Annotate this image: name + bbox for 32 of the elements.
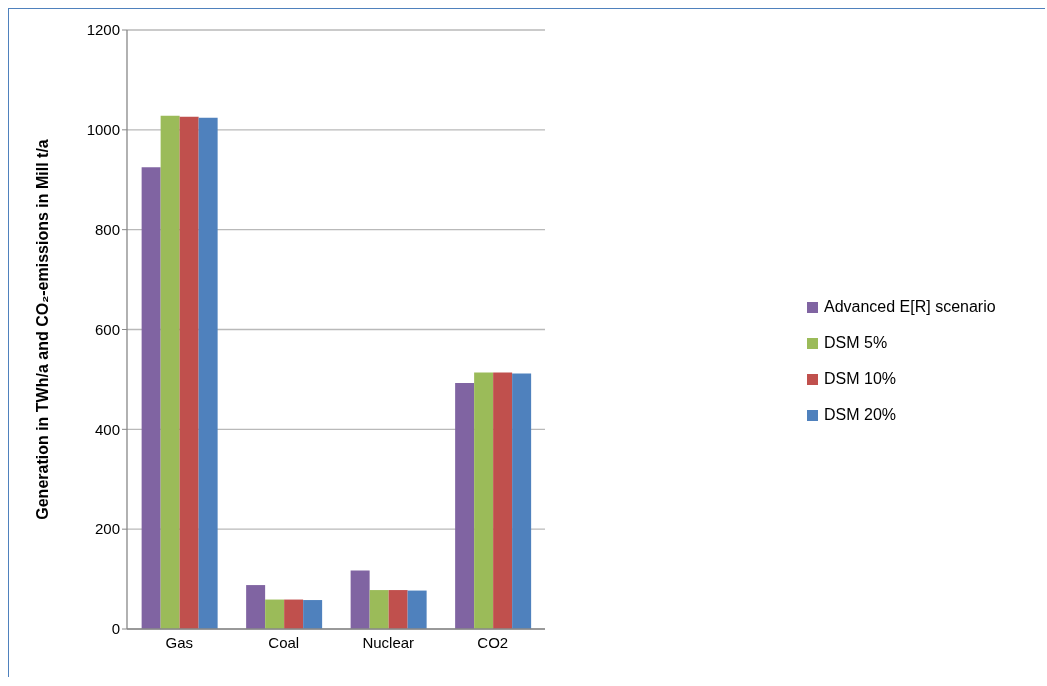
y-axis-title: Generation in TWh/a and CO₂-emissions in Mill t/a (33, 139, 51, 520)
x-tick-label: Nuclear (362, 633, 415, 651)
bar (474, 372, 494, 629)
x-tick-label: Coal (268, 633, 300, 651)
y-tick-label: 1200 (86, 21, 120, 39)
bar (179, 116, 199, 629)
bar (455, 382, 475, 629)
bar (493, 372, 513, 629)
bar (369, 590, 389, 629)
bar (350, 570, 370, 629)
y-tick-label: 600 (94, 320, 120, 338)
legend-label: Advanced E[R] scenario (824, 298, 996, 315)
bar (284, 599, 304, 629)
bar (246, 585, 266, 629)
x-tick-label: CO2 (477, 633, 509, 651)
bar (160, 115, 180, 629)
bar (407, 590, 427, 629)
bar (141, 167, 161, 629)
bar (388, 590, 408, 629)
y-tick-label: 1000 (86, 121, 120, 139)
y-tick-label: 800 (94, 220, 120, 238)
bar (265, 599, 285, 629)
bar (198, 117, 218, 629)
y-tick-label: 400 (94, 420, 120, 438)
legend-label: DSM 5% (824, 334, 888, 351)
bar (303, 600, 323, 629)
legend-label: DSM 10% (824, 370, 897, 387)
y-tick-label: 0 (111, 620, 120, 638)
bar (512, 373, 532, 629)
y-tick-label: 200 (94, 520, 120, 538)
x-tick-label: Gas (165, 633, 194, 651)
legend-label: DSM 20% (824, 406, 897, 423)
